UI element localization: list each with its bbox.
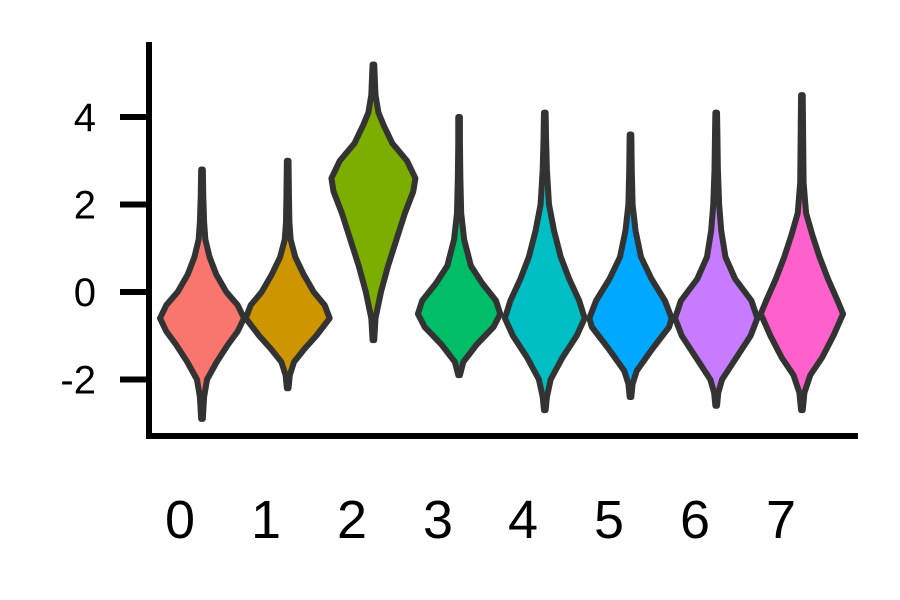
- violin-1: [242, 157, 333, 392]
- violin-5: [586, 131, 675, 400]
- x-category-label-1: 1: [251, 490, 281, 550]
- y-tick-label-0: 0: [74, 271, 96, 315]
- violin-4: [501, 109, 588, 414]
- violins-group: [157, 61, 847, 422]
- y-axis-ticks: 4 2 0 -2: [60, 96, 149, 403]
- violin-7: [757, 92, 847, 414]
- y-tick-label-2: 2: [74, 184, 96, 228]
- x-category-label-2: 2: [337, 490, 367, 550]
- x-category-label-6: 6: [680, 490, 710, 550]
- y-tick-label-4: 4: [74, 96, 96, 140]
- violin-0: [157, 166, 247, 422]
- x-category-label-3: 3: [423, 490, 453, 550]
- x-category-label-5: 5: [594, 490, 624, 550]
- violin-6: [672, 109, 761, 409]
- violin-3: [414, 114, 504, 379]
- x-category-label-0: 0: [165, 490, 195, 550]
- x-category-label-7: 7: [766, 490, 796, 550]
- x-category-label-4: 4: [508, 490, 538, 550]
- violin-2: [328, 61, 419, 344]
- y-tick-label--2: -2: [60, 359, 96, 403]
